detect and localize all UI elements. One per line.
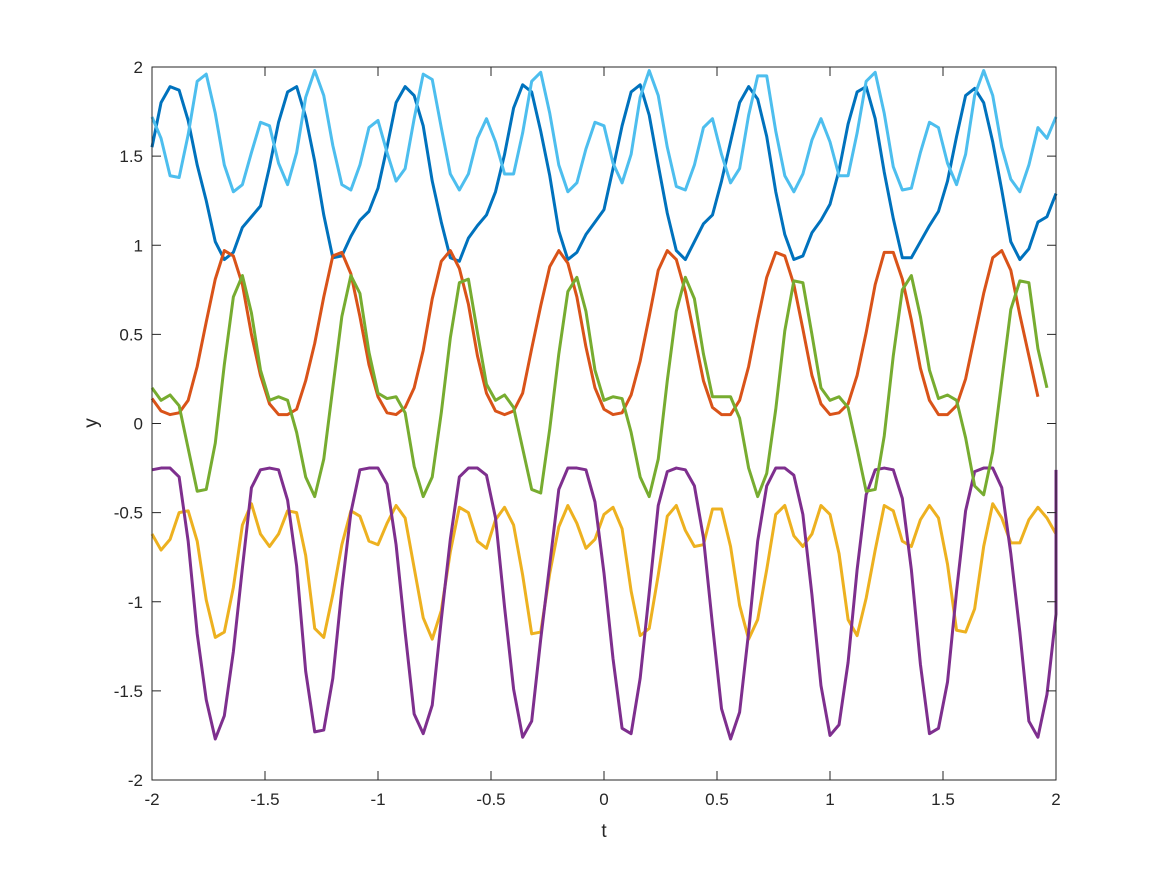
series-line-2: [150, 249, 1040, 417]
x-tick-label: -1.5: [250, 790, 279, 809]
series-layer: [150, 69, 1058, 741]
series-line-3: [150, 502, 1058, 641]
series-line-4: [151, 466, 1058, 741]
y-tick-label: 1.5: [119, 147, 143, 166]
y-tick-label: 2: [134, 58, 143, 77]
y-tick-label: -2: [128, 771, 143, 790]
x-tick-label: -2: [144, 790, 159, 809]
x-tick-label: 0: [599, 790, 608, 809]
x-tick-label: 0.5: [705, 790, 729, 809]
x-tick-label: 1.5: [931, 790, 955, 809]
x-tick-label: 2: [1051, 790, 1060, 809]
y-axis-label: y: [81, 418, 102, 428]
y-tick-label: -1.5: [114, 682, 143, 701]
series-line-5: [150, 274, 1049, 499]
series-line-6: [150, 69, 1058, 194]
x-tick-label: -1: [370, 790, 385, 809]
y-tick-label: 1: [134, 236, 143, 255]
x-axis-label: t: [601, 821, 607, 842]
y-tick-label: -1: [128, 593, 143, 612]
x-tick-label: -0.5: [476, 790, 505, 809]
y-tick-label: -0.5: [114, 504, 143, 523]
tick-layer: -2 -1.5 -1 -0.5 0 0.5 1 1.5 2 -2 -1.5 -1 -0.5 0 0.5 1 1.…: [114, 58, 1061, 809]
x-tick-label: 1: [825, 790, 834, 809]
plot-area: [152, 67, 1056, 780]
y-tick-label: 0: [134, 415, 143, 434]
y-tick-label: 0.5: [119, 325, 143, 344]
